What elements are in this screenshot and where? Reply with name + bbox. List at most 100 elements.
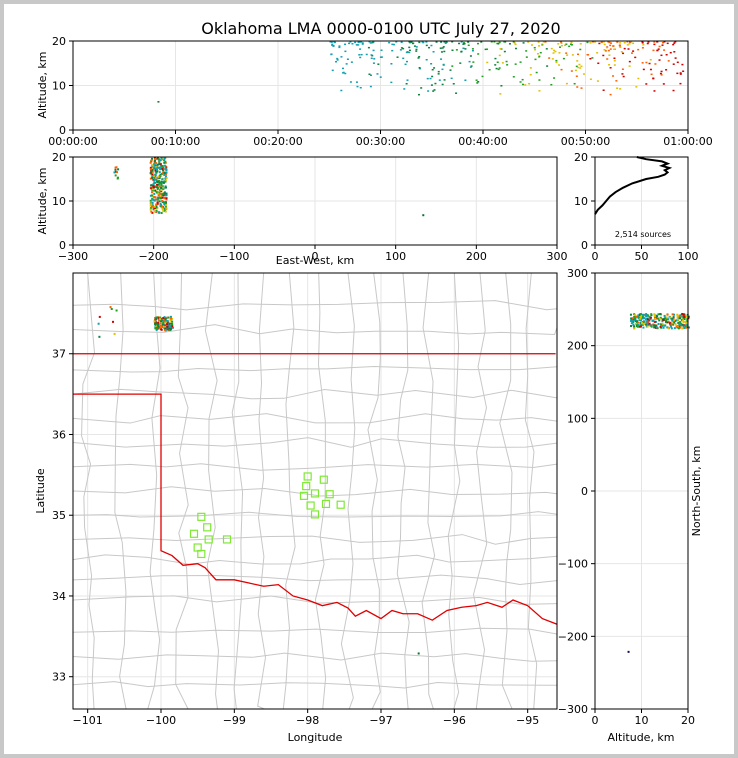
lightning-source-point xyxy=(156,324,159,327)
lightning-source-point xyxy=(161,164,164,167)
lightning-source-point xyxy=(422,214,425,217)
lightning-source-point xyxy=(163,173,166,176)
lightning-source-point xyxy=(433,67,436,69)
lightning-source-point xyxy=(340,56,343,58)
lightning-source-point xyxy=(657,313,660,316)
lightning-source-point xyxy=(529,73,532,76)
lightning-source-point xyxy=(495,67,498,70)
lightning-source-point xyxy=(464,79,467,81)
lightning-source-point xyxy=(415,50,418,52)
lightning-source-point xyxy=(682,321,685,324)
lightning-source-point xyxy=(336,59,339,61)
county-line xyxy=(447,273,461,709)
oklahoma-state-border xyxy=(73,353,557,625)
lightning-source-point xyxy=(632,316,635,319)
lightning-source-point xyxy=(168,324,171,327)
lightning-source-point xyxy=(155,178,158,181)
lightning-source-point xyxy=(525,56,528,58)
lightning-source-point xyxy=(646,317,649,320)
lightning-source-point xyxy=(589,57,592,60)
histogram-x-tick-label: 0 xyxy=(592,250,599,263)
lightning-source-point xyxy=(506,64,509,66)
lightning-source-point xyxy=(639,325,642,328)
lightning-source-point xyxy=(652,319,655,322)
lightning-source-point xyxy=(165,207,168,210)
lightning-source-point xyxy=(372,49,375,52)
county-line xyxy=(524,273,538,709)
lightning-source-point xyxy=(664,324,667,327)
lightning-source-point xyxy=(158,191,161,194)
lightning-source-point xyxy=(114,174,117,177)
lightning-source-point xyxy=(159,168,162,171)
lightning-source-point xyxy=(645,61,648,64)
lightning-source-point xyxy=(602,54,605,57)
lightning-source-point xyxy=(433,89,436,91)
lightning-source-point xyxy=(159,173,162,176)
lightning-source-point xyxy=(493,41,496,43)
lightning-source-point xyxy=(405,51,408,54)
lightning-source-point xyxy=(597,62,600,65)
lightning-source-point xyxy=(154,198,157,201)
lightning-source-point xyxy=(488,69,491,71)
lightning-source-point xyxy=(154,174,157,177)
lightning-source-point xyxy=(622,75,625,78)
lightning-source-point xyxy=(430,44,433,47)
lightning-source-point xyxy=(164,201,167,204)
east-west-altitude-panel: −300 −200 −100 0 100 200 300 0 10 20 Altitude, km… xyxy=(36,151,568,267)
lightning-source-point xyxy=(160,174,163,177)
longitude-tick-label: −101 xyxy=(73,714,103,727)
lightning-source-point xyxy=(162,159,165,162)
lightning-source-point xyxy=(151,188,154,191)
lightning-source-point xyxy=(675,325,678,328)
map-ylabel: Latitude xyxy=(34,468,47,514)
lightning-source-point xyxy=(667,327,670,330)
lightning-source-point xyxy=(679,326,682,329)
lightning-source-point xyxy=(399,49,402,51)
lightning-source-point xyxy=(434,82,437,85)
lightning-source-point xyxy=(663,314,666,317)
east-west-tick-label: 0 xyxy=(312,250,319,263)
lightning-source-point xyxy=(441,68,444,71)
lightning-source-point xyxy=(498,41,501,44)
lightning-source-point xyxy=(162,320,165,323)
lightning-source-point xyxy=(167,316,170,319)
lma-station-marker xyxy=(189,529,199,538)
lightning-source-point xyxy=(686,325,689,328)
lightning-source-point xyxy=(645,323,648,326)
lightning-source-point xyxy=(645,315,648,318)
lma-station-marker xyxy=(325,490,334,499)
lightning-source-point xyxy=(649,68,652,71)
lightning-source-point xyxy=(667,318,670,321)
lightning-source-point xyxy=(164,202,167,205)
county-line xyxy=(421,273,436,709)
lightning-source-point xyxy=(445,41,448,43)
lightning-source-point xyxy=(415,48,418,51)
lightning-source-point xyxy=(166,323,169,326)
lightning-source-point xyxy=(443,50,446,53)
lightning-source-point xyxy=(164,185,167,188)
county-line xyxy=(282,273,296,709)
longitude-tick-label: −96 xyxy=(443,714,466,727)
lightning-source-point xyxy=(160,182,163,185)
lightning-source-point xyxy=(155,322,158,325)
lightning-source-point xyxy=(331,44,334,46)
lma-station-marker xyxy=(319,475,328,484)
lightning-source-point xyxy=(158,185,161,188)
lightning-source-point xyxy=(151,211,154,214)
lightning-source-point xyxy=(460,50,463,53)
lightning-source-point xyxy=(152,185,155,188)
lightning-source-point xyxy=(673,321,676,324)
lma-figure: Oklahoma LMA 0000-0100 UTC July 27, 2020… xyxy=(34,19,713,744)
lightning-source-point xyxy=(687,315,690,318)
county-line xyxy=(73,486,557,497)
lightning-source-point xyxy=(676,313,679,316)
lightning-source-point xyxy=(633,325,636,328)
lightning-source-point xyxy=(149,168,152,171)
lightning-source-point xyxy=(440,51,443,53)
lightning-source-point xyxy=(418,55,421,58)
lightning-source-point xyxy=(170,327,173,330)
east-west-sources xyxy=(113,157,425,217)
lightning-source-point xyxy=(648,319,651,322)
lightning-source-point xyxy=(565,43,568,45)
east-west-ticks: −300 −200 −100 0 100 200 300 0 10 20 xyxy=(52,151,568,263)
